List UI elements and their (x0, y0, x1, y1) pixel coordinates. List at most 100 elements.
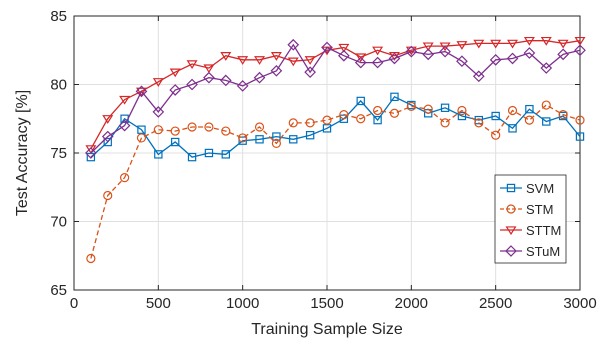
legend-label: STTM (526, 223, 561, 238)
data-point-sttm (422, 42, 434, 52)
data-point-stum (219, 74, 232, 87)
data-point-stm (322, 115, 332, 125)
data-point-stum (152, 106, 165, 118)
data-point-svm (289, 135, 298, 144)
data-point-stm (457, 105, 467, 116)
data-point-svm (272, 132, 281, 141)
data-point-stm (356, 114, 366, 124)
data-point-stm (238, 133, 248, 143)
data-point-stum (101, 130, 114, 143)
axes: 0 500 1000 1500 2000 2500 3000 65 70 75 80 85 (50, 8, 596, 312)
data-point-svm (575, 132, 585, 141)
data-point-sttm (304, 56, 316, 65)
data-point-svm (221, 150, 230, 159)
data-point-sttm (119, 95, 131, 105)
data-point-stm (204, 122, 214, 132)
data-point-stm (288, 118, 298, 128)
legend: SVM STM STTM STuM (494, 174, 567, 264)
data-point-svm (525, 104, 534, 114)
data-point-stm (491, 130, 501, 140)
y-axis-label: Test Accuracy [%] (14, 90, 31, 216)
data-point-stm (440, 118, 450, 128)
data-point-stm (305, 118, 315, 128)
legend-marker-stm (506, 204, 516, 214)
data-point-sttm (507, 39, 519, 49)
data-point-stm (221, 126, 231, 136)
data-point-stm (271, 138, 281, 149)
data-point-sttm (169, 68, 181, 78)
data-point-svm (255, 135, 264, 144)
data-point-sttm (338, 43, 350, 53)
x-tick-label: 1500 (310, 295, 343, 312)
data-point-stum (489, 53, 502, 66)
legend-item-stm: STM (500, 202, 553, 217)
data-point-sttm (287, 57, 299, 67)
data-point-sttm (85, 145, 97, 154)
data-point-svm (440, 103, 450, 112)
data-point-svm (322, 124, 332, 133)
data-point-stum (354, 56, 367, 69)
data-point-stum (135, 85, 148, 98)
data-point-stum (85, 147, 97, 159)
data-point-sttm (203, 64, 215, 74)
data-point-sttm (473, 39, 485, 49)
data-point-stm (339, 110, 349, 120)
y-tick-label: 65 (50, 282, 67, 299)
series-sttm (85, 36, 586, 154)
data-point-svm (508, 124, 517, 133)
series-line-svm (90, 95, 581, 158)
x-tick-label: 500 (146, 295, 171, 312)
x-axis-label: Training Sample Size (251, 321, 403, 338)
data-point-sttm (372, 46, 384, 56)
data-point-svm (390, 92, 399, 102)
y-tick-label: 80 (50, 77, 67, 94)
data-point-stum (321, 41, 333, 54)
data-point-stm (187, 122, 197, 132)
data-point-sttm (135, 87, 147, 97)
data-point-stm (136, 133, 147, 143)
data-point-stum (203, 71, 215, 84)
data-point-sttm (439, 42, 451, 52)
series-stum (85, 38, 586, 159)
data-point-stum (574, 44, 586, 57)
legend-item-sttm: STTM (500, 223, 561, 238)
data-point-svm (154, 150, 163, 159)
data-point-stum (456, 55, 468, 68)
data-point-stm (103, 190, 113, 201)
legend-label: STM (526, 202, 553, 217)
x-tick-label: 2000 (395, 295, 428, 312)
data-point-sttm (355, 53, 367, 63)
data-point-stum (236, 80, 249, 92)
data-point-svm (542, 117, 551, 126)
data-point-stum (472, 70, 485, 83)
data-point-sttm (186, 60, 198, 70)
data-point-stum (186, 78, 198, 91)
data-point-stum (523, 47, 536, 59)
data-point-stum (388, 52, 401, 65)
y-tick-label: 75 (50, 145, 67, 162)
data-point-sttm (254, 56, 266, 65)
data-point-stum (253, 71, 266, 84)
data-point-svm (491, 111, 500, 121)
data-point-stum (439, 45, 451, 58)
data-point-svm (171, 137, 180, 147)
data-point-svm (356, 96, 365, 106)
data-point-svm (103, 137, 112, 147)
legend-marker-stum (505, 245, 517, 257)
data-point-stm (524, 115, 535, 125)
data-point-svm (457, 111, 467, 121)
legend-item-svm: SVM (500, 181, 554, 196)
x-tick-label: 1000 (226, 295, 259, 312)
series-line-stum (90, 43, 581, 154)
x-tick-label: 3000 (563, 295, 596, 312)
data-point-stum (169, 84, 182, 96)
data-point-stum (118, 119, 131, 132)
data-point-sttm (220, 52, 232, 61)
data-point-stum (270, 64, 283, 77)
data-point-stm (119, 173, 130, 183)
data-point-stm (406, 101, 416, 112)
data-point-stum (287, 38, 300, 51)
data-point-stum (304, 66, 316, 79)
data-point-stm (373, 105, 383, 116)
